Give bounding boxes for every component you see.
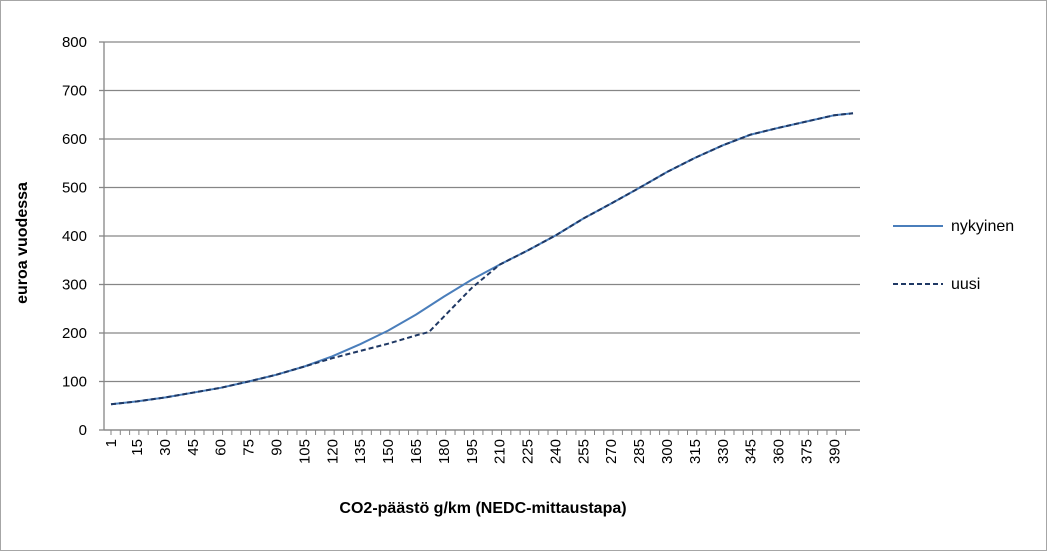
y-tick-label: 100 <box>62 374 87 391</box>
y-axis: 0 100 200 300 400 500 600 700 800 <box>62 34 105 439</box>
x-tick-label: 360 <box>771 439 788 464</box>
x-tick-label: 180 <box>436 439 453 464</box>
y-tick-label: 500 <box>62 180 87 197</box>
y-axis-title: euroa vuodessa <box>14 182 31 304</box>
x-tick-label: 270 <box>603 439 620 464</box>
x-axis: 1 15 30 45 60 75 90 105 120 135 150 165 180 195 210 225… <box>103 429 860 464</box>
x-tick-label: 105 <box>296 439 313 464</box>
y-tick-label: 200 <box>62 325 87 342</box>
x-tick-label: 1 <box>103 439 120 447</box>
series-line-uusi <box>110 112 854 406</box>
x-tick-label: 375 <box>799 439 816 464</box>
x-tick-label: 390 <box>826 439 843 464</box>
x-tick-label: 300 <box>659 439 676 464</box>
y-tick-label: 0 <box>79 422 87 439</box>
x-tick-label: 120 <box>324 439 341 464</box>
x-tick-label: 255 <box>575 439 592 464</box>
series-lines <box>110 112 854 406</box>
y-tick-label: 800 <box>62 34 87 51</box>
x-axis-title: CO2-päästö g/km (NEDC-mittaustapa) <box>339 500 626 517</box>
legend: nykyinen uusi <box>893 218 1014 293</box>
x-tick-label: 150 <box>380 439 397 464</box>
x-tick-label: 240 <box>547 439 564 464</box>
y-tick-label: 300 <box>62 277 87 294</box>
x-tick-label: 75 <box>241 439 258 456</box>
x-tick-label: 285 <box>631 439 648 464</box>
x-tick-label: 30 <box>157 439 174 456</box>
y-tick-label: 600 <box>62 131 87 148</box>
x-tick-label: 60 <box>213 439 230 456</box>
x-tick-label: 15 <box>129 439 146 456</box>
legend-label-nykyinen: nykyinen <box>951 218 1014 235</box>
gridlines <box>104 41 860 431</box>
y-tick-label: 400 <box>62 228 87 245</box>
x-tick-label: 330 <box>715 439 732 464</box>
x-tick-label: 345 <box>743 439 760 464</box>
legend-label-uusi: uusi <box>951 276 980 293</box>
y-tick-label: 700 <box>62 83 87 100</box>
x-tick-label: 45 <box>185 439 202 456</box>
x-tick-label: 315 <box>687 439 704 464</box>
x-tick-label: 195 <box>464 439 481 464</box>
x-tick-label: 225 <box>520 439 537 464</box>
x-tick-label: 210 <box>492 439 509 464</box>
x-tick-label: 90 <box>269 439 286 456</box>
series-line-nykyinen <box>110 112 854 406</box>
x-tick-label: 165 <box>408 439 425 464</box>
x-tick-label: 135 <box>352 439 369 464</box>
